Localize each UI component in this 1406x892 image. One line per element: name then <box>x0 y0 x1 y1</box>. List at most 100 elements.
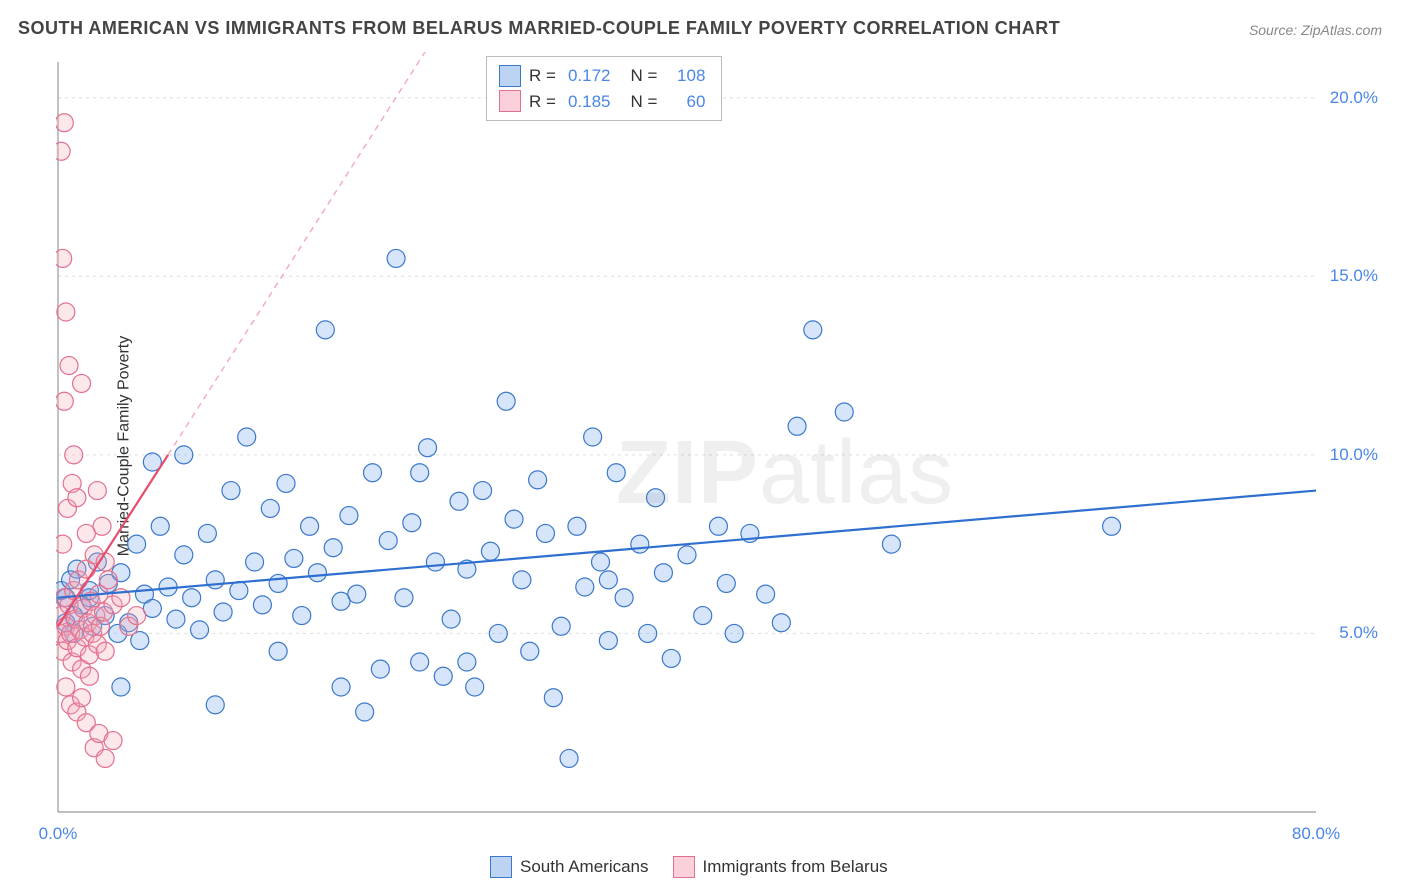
scatter-point <box>882 535 900 553</box>
scatter-point <box>717 574 735 592</box>
legend-label: South Americans <box>520 857 649 877</box>
r-value: 0.185 <box>564 89 615 115</box>
scatter-point <box>835 403 853 421</box>
scatter-point <box>340 507 358 525</box>
scatter-point <box>615 589 633 607</box>
scatter-point <box>576 578 594 596</box>
r-label: R = <box>529 63 556 89</box>
scatter-point <box>497 392 515 410</box>
scatter-point <box>77 524 95 542</box>
scatter-point <box>308 564 326 582</box>
scatter-point <box>222 482 240 500</box>
r-value: 0.172 <box>564 63 615 89</box>
scatter-point <box>65 446 83 464</box>
scatter-point <box>253 596 271 614</box>
scatter-point <box>442 610 460 628</box>
scatter-point <box>387 249 405 267</box>
scatter-point <box>261 499 279 517</box>
n-label: N = <box>630 89 657 115</box>
scatter-point <box>639 624 657 642</box>
scatter-point <box>654 564 672 582</box>
correlation-box: R =0.172N =108R =0.185N =60 <box>486 56 722 121</box>
scatter-point <box>316 321 334 339</box>
scatter-point <box>128 607 146 625</box>
scatter-point <box>191 621 209 639</box>
scatter-point <box>466 678 484 696</box>
scatter-point <box>269 642 287 660</box>
trend-line-ext <box>168 52 498 455</box>
x-tick-label: 80.0% <box>1292 824 1340 844</box>
scatter-chart <box>56 52 1386 842</box>
scatter-point <box>206 571 224 589</box>
scatter-point <box>505 510 523 528</box>
source-label: Source: ZipAtlas.com <box>1249 22 1382 38</box>
scatter-point <box>647 489 665 507</box>
scatter-point <box>151 517 169 535</box>
scatter-point <box>599 632 617 650</box>
r-label: R = <box>529 89 556 115</box>
scatter-point <box>529 471 547 489</box>
scatter-point <box>128 535 146 553</box>
scatter-point <box>481 542 499 560</box>
scatter-point <box>592 553 610 571</box>
scatter-point <box>175 446 193 464</box>
scatter-point <box>513 571 531 589</box>
scatter-point <box>379 532 397 550</box>
scatter-point <box>631 535 649 553</box>
correlation-row: R =0.185N =60 <box>499 89 709 115</box>
x-tick-label: 0.0% <box>39 824 78 844</box>
n-value: 108 <box>665 63 709 89</box>
scatter-point <box>73 689 91 707</box>
scatter-point <box>214 603 232 621</box>
legend-swatch <box>673 856 695 878</box>
scatter-point <box>1103 517 1121 535</box>
scatter-point <box>301 517 319 535</box>
scatter-point <box>411 653 429 671</box>
legend-label: Immigrants from Belarus <box>703 857 888 877</box>
y-tick-label: 10.0% <box>1330 445 1378 465</box>
scatter-point <box>458 653 476 671</box>
scatter-point <box>426 553 444 571</box>
scatter-point <box>772 614 790 632</box>
scatter-point <box>757 585 775 603</box>
scatter-point <box>419 439 437 457</box>
scatter-point <box>60 357 78 375</box>
scatter-point <box>536 524 554 542</box>
scatter-point <box>198 524 216 542</box>
scatter-point <box>246 553 264 571</box>
scatter-point <box>788 417 806 435</box>
scatter-point <box>88 482 106 500</box>
scatter-point <box>521 642 539 660</box>
scatter-point <box>285 549 303 567</box>
scatter-point <box>96 642 114 660</box>
scatter-point <box>238 428 256 446</box>
scatter-point <box>411 464 429 482</box>
trend-line <box>58 491 1316 598</box>
legend-swatch <box>499 65 521 87</box>
scatter-point <box>293 607 311 625</box>
scatter-point <box>607 464 625 482</box>
chart-title: SOUTH AMERICAN VS IMMIGRANTS FROM BELARU… <box>18 18 1060 39</box>
scatter-point <box>230 582 248 600</box>
scatter-point <box>560 749 578 767</box>
scatter-point <box>277 474 295 492</box>
scatter-point <box>112 678 130 696</box>
scatter-point <box>694 607 712 625</box>
scatter-point <box>175 546 193 564</box>
scatter-point <box>599 571 617 589</box>
scatter-point <box>99 571 117 589</box>
scatter-point <box>804 321 822 339</box>
y-tick-label: 5.0% <box>1339 623 1378 643</box>
scatter-point <box>709 517 727 535</box>
scatter-point <box>269 574 287 592</box>
y-tick-label: 20.0% <box>1330 88 1378 108</box>
scatter-point <box>725 624 743 642</box>
scatter-point <box>434 667 452 685</box>
scatter-point <box>403 514 421 532</box>
scatter-point <box>56 535 72 553</box>
legend-swatch <box>490 856 512 878</box>
scatter-point <box>206 696 224 714</box>
scatter-point <box>395 589 413 607</box>
scatter-point <box>356 703 374 721</box>
scatter-point <box>371 660 389 678</box>
